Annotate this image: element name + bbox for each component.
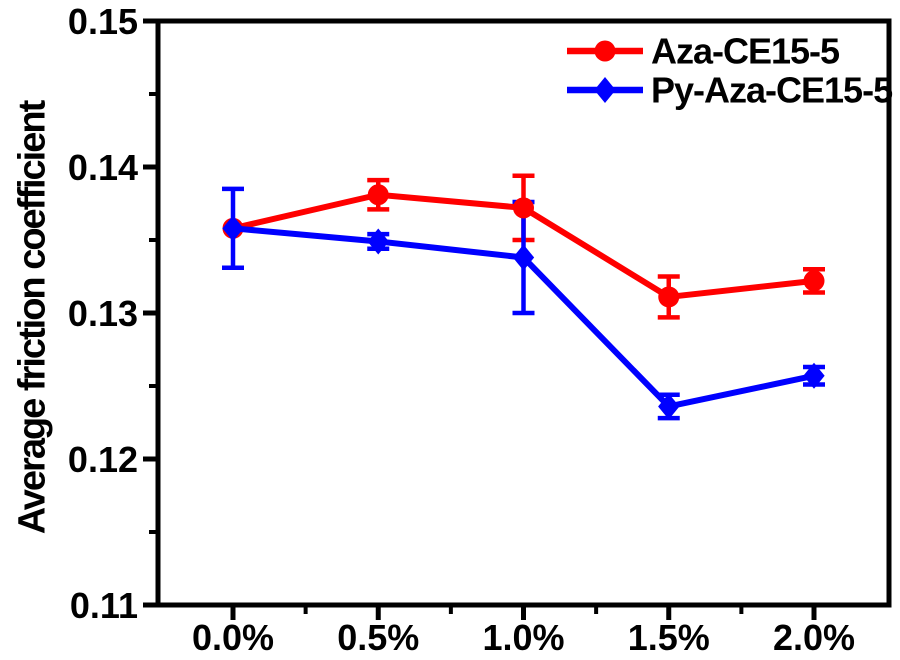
data-point-circle	[513, 197, 534, 219]
data-point-diamond	[803, 362, 825, 389]
axes	[155, 18, 892, 608]
data-point-circle	[658, 286, 680, 308]
y-tick-label: 0.15	[68, 1, 138, 42]
error-bars-py-aza-ce15-5	[222, 186, 825, 421]
legend: Aza-CE15-5Py-Aza-CE15-5	[567, 31, 894, 111]
legend-label: Py-Aza-CE15-5	[651, 70, 893, 111]
y-tick-label: 0.14	[68, 147, 138, 188]
y-tick-label: 0.13	[68, 293, 138, 334]
data-point-circle	[594, 40, 616, 62]
legend-label: Aza-CE15-5	[651, 31, 840, 72]
x-axis: 0.0% 0.5% 1.0% 1.5% 2.0%	[192, 607, 855, 658]
legend-item-py-aza-ce15-5: Py-Aza-CE15-5	[567, 70, 894, 111]
y-axis-title: Average friction coefficient	[11, 101, 54, 535]
plot-frame	[155, 18, 892, 608]
x-tick-label: 0.5%	[337, 617, 419, 658]
data-point-diamond	[658, 393, 680, 420]
data-point-circle	[803, 270, 825, 292]
y-axis: 0.15 0.14 0.13 0.12 0.11	[68, 1, 156, 626]
legend-item-aza-ce15-5: Aza-CE15-5	[567, 31, 841, 72]
data-point-circle	[367, 184, 389, 206]
data-point-diamond	[222, 215, 244, 242]
y-tick-label: 0.11	[70, 585, 138, 626]
data-point-diamond	[367, 228, 389, 255]
x-tick-label: 2.0%	[773, 617, 855, 658]
x-tick-label: 1.5%	[628, 617, 710, 658]
x-tick-label: 1.0%	[482, 617, 564, 658]
x-tick-label: 0.0%	[192, 617, 274, 658]
series-py-aza-ce15-5	[222, 215, 825, 420]
y-tick-label: 0.12	[68, 439, 138, 480]
data-point-diamond	[512, 244, 535, 271]
data-point-diamond	[594, 77, 616, 103]
